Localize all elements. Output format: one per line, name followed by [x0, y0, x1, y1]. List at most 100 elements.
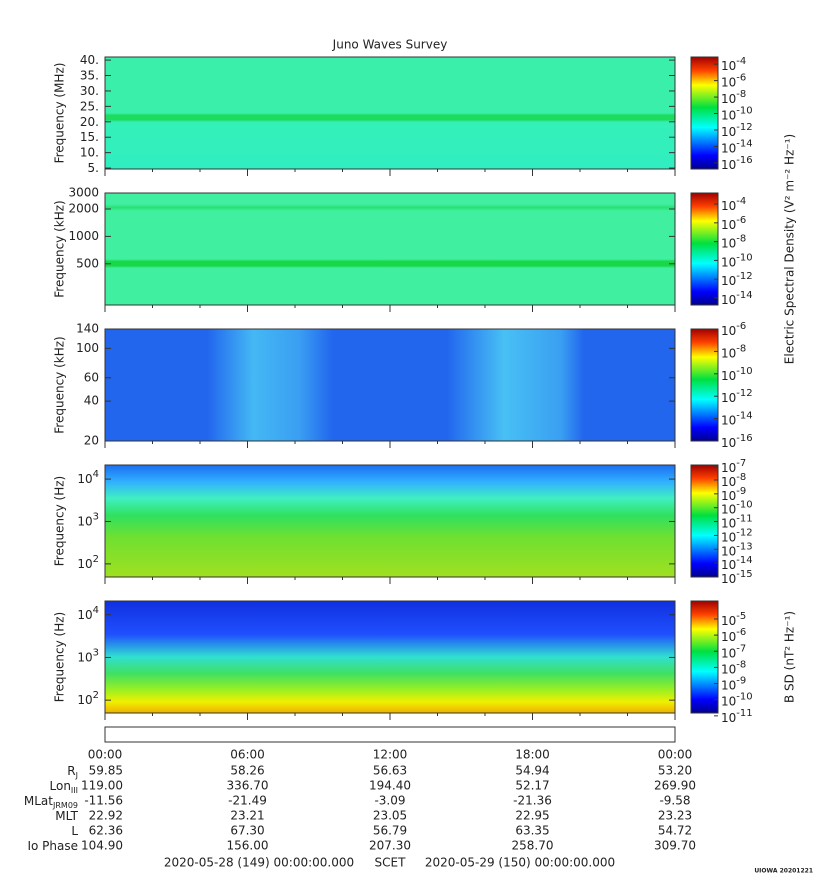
y-axis-label: Frequency (Hz) [53, 476, 67, 567]
colorbar-tick-label-exp: -12 [736, 527, 752, 538]
colorbar [690, 56, 719, 170]
y-tick-label-exp: 2 [93, 554, 99, 565]
colorbar-tick-label-base: 10 [721, 516, 736, 530]
colorbar-tick-label: 10-11 [721, 708, 753, 725]
colorbar-tick-label-exp: -14 [736, 411, 752, 422]
credit: UIOWA 20201221 [754, 868, 813, 875]
y-tick-label-base: 25. [80, 99, 99, 113]
time-tick-label: 18:00 [515, 748, 550, 762]
ephemeris-label-sub: JRM09 [52, 801, 78, 810]
y-tick-label: 5. [88, 161, 99, 175]
ephemeris-value: 156.00 [227, 839, 269, 853]
ephemeris-value: 194.40 [369, 779, 411, 793]
y-tick-label: 102 [77, 554, 99, 571]
colorbar-tick-label: 10-8 [721, 343, 746, 360]
colorbar-tick-label-exp: -14 [736, 138, 752, 149]
ephemeris-value: -21.49 [228, 794, 267, 808]
colorbar-tick-label-exp: -12 [736, 271, 752, 282]
colorbar-tick-label: 10-6 [721, 73, 746, 90]
ephemeris-value: 336.70 [227, 779, 269, 793]
y-axis-label: Frequency (Hz) [53, 612, 67, 703]
colorbar-tick-label: 10-15 [721, 569, 753, 586]
ephemeris-value: 63.35 [515, 824, 549, 838]
ephemeris-label-text: R [67, 764, 75, 778]
ephemeris-value: 56.63 [373, 764, 407, 778]
colorbar-tick-label: 10-4 [721, 196, 746, 213]
colorbar-tick-label: 10-12 [721, 271, 753, 288]
colorbar-tick-label-exp: -13 [736, 541, 752, 552]
ephemeris-value: 23.05 [373, 809, 407, 823]
colorbar [690, 464, 719, 578]
ephemeris-value: -11.56 [84, 794, 123, 808]
ephemeris-label-sub: III [71, 786, 78, 795]
colorbar-tick-label-exp: -10 [736, 500, 752, 511]
colorbar-tick-label-base: 10 [721, 124, 736, 138]
colorbar-tick-label: 10-10 [721, 500, 753, 517]
ephemeris-label: MLatJRM09 [24, 794, 78, 810]
y-tick-label-exp: 4 [93, 469, 99, 480]
colorbar-tick-label-exp: -14 [736, 555, 752, 566]
colorbar-tick-label-base: 10 [721, 141, 736, 155]
colorbar-tick-label-base: 10 [721, 630, 736, 644]
colorbar-tick-label-exp: -16 [736, 155, 752, 166]
y-tick-label: 30. [80, 83, 99, 97]
footer-start: 2020-05-28 (149) 00:00:00.000 [164, 856, 354, 870]
colorbar-tick-label: 10-9 [721, 486, 746, 503]
colorbar-tick-label-base: 10 [721, 694, 736, 708]
y-tick-label-base: 10 [77, 693, 92, 707]
ephemeris-value: 52.17 [515, 779, 549, 793]
colorbar-tick-label-exp: -12 [736, 122, 752, 133]
y-tick-label: 40 [84, 394, 99, 408]
colorbar-tick-label: 10-7 [721, 458, 746, 475]
colorbar-tick-label: 10-8 [721, 89, 746, 106]
y-tick-label: 3000 [68, 186, 99, 200]
colorbar-tick-label-base: 10 [721, 530, 736, 544]
y-axis-label: Frequency (kHz) [53, 336, 67, 433]
ephemeris-label-text: Lon [50, 779, 71, 793]
y-tick-label-base: 15. [80, 130, 99, 144]
y-tick-label-base: 10 [77, 514, 92, 528]
colorbar-tick-label: 10-11 [721, 514, 753, 531]
colorbar-tick-label: 10-13 [721, 541, 753, 558]
colorbar-tick-label-exp: -16 [736, 433, 752, 444]
colorbar-tick-label-base: 10 [721, 236, 736, 250]
colorbar-tick-label: 10-10 [721, 106, 753, 123]
colorbar-tick-label-base: 10 [721, 646, 736, 660]
ephemeris-value: 22.95 [515, 809, 549, 823]
colorbar-tick-label: 10-10 [721, 252, 753, 269]
y-tick-label: 20. [80, 114, 99, 128]
colorbar-tick-label-base: 10 [721, 662, 736, 676]
ephemeris-label: LonIII [50, 779, 79, 795]
y-tick-label-exp: 4 [93, 605, 99, 616]
colorbar-tick-label: 10-4 [721, 56, 746, 73]
colorbar-tick-label-base: 10 [721, 59, 736, 73]
colorbar-tick-label-exp: -11 [736, 514, 752, 525]
colorbar-tick-label-exp: -6 [736, 321, 746, 332]
colorbar-tick-label-exp: -9 [736, 486, 746, 497]
colorbar-tick-label-base: 10 [721, 293, 736, 307]
y-tick-label: 103 [77, 647, 99, 664]
y-tick-label-exp: 3 [93, 647, 99, 658]
ephemeris-value: 59.85 [89, 764, 123, 778]
ephemeris-value: 54.72 [658, 824, 692, 838]
ephemeris-value: 54.94 [515, 764, 549, 778]
colorbar-tick-label: 10-10 [721, 366, 753, 383]
y-tick-label-base: 30. [80, 83, 99, 97]
colorbar-tick-label: 10-8 [721, 234, 746, 251]
ephemeris-value: 119.00 [81, 779, 123, 793]
colorbar-tick-label-exp: -6 [736, 627, 746, 638]
colorbar-tick-label: 10-16 [721, 155, 753, 172]
colorbar-tick-label-exp: -8 [736, 234, 746, 245]
y-tick-label-base: 35. [80, 68, 99, 82]
colorbar-tick-label-exp: -4 [736, 56, 746, 67]
colorbar-tick-label-exp: -7 [736, 458, 746, 469]
colorbar-tick-label-exp: -7 [736, 643, 746, 654]
footer-end: 2020-05-29 (150) 00:00:00.000 [425, 856, 615, 870]
colorbar-tick-label-base: 10 [721, 488, 736, 502]
colorbar-tick-label-base: 10 [721, 217, 736, 231]
ephemeris-label: MLT [55, 809, 78, 823]
colorbar-tick-label-exp: -15 [736, 569, 752, 580]
spectrogram [105, 465, 675, 577]
ephemeris-label: RJ [67, 764, 78, 780]
ephemeris-value: 309.70 [654, 839, 696, 853]
